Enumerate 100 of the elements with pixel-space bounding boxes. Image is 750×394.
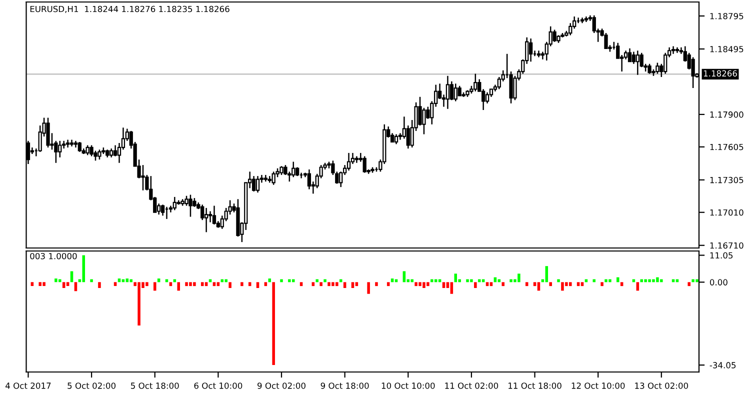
bar — [648, 279, 651, 282]
bar — [660, 279, 663, 282]
bar — [636, 282, 640, 291]
bar — [58, 279, 62, 282]
bar — [580, 282, 584, 286]
candlestick — [307, 168, 312, 190]
bar — [676, 279, 679, 282]
candlestick — [446, 75, 450, 110]
bar — [165, 279, 168, 282]
y-tick-label: -34.05 — [710, 362, 736, 368]
bar — [426, 282, 430, 286]
bar — [212, 282, 216, 286]
bar — [557, 279, 560, 282]
bar — [351, 282, 354, 288]
bar — [336, 282, 338, 286]
bar — [565, 282, 568, 286]
bar — [652, 279, 655, 282]
bar — [561, 282, 564, 291]
bar — [438, 279, 442, 282]
bar — [672, 279, 675, 282]
bar — [502, 282, 504, 286]
bar — [604, 279, 608, 282]
bar — [518, 274, 520, 282]
bar — [498, 279, 501, 282]
bar — [592, 279, 596, 282]
bar — [386, 282, 390, 286]
x-tick-label: 4 Oct 2017 — [6, 382, 51, 389]
bar — [525, 282, 528, 286]
bar — [482, 279, 485, 282]
bar — [692, 279, 694, 282]
bar — [177, 282, 180, 291]
candlestick — [628, 48, 632, 62]
x-tick-label: 5 Oct 02:00 — [68, 382, 116, 389]
candlestick — [528, 38, 533, 62]
bar — [422, 282, 426, 288]
bar — [292, 279, 295, 282]
bar — [418, 282, 422, 286]
bar — [367, 282, 370, 294]
bar — [228, 282, 232, 288]
bar — [224, 279, 228, 282]
y-tick-label: 11.05 — [710, 252, 733, 259]
y-tick-label: 1.18495 — [710, 46, 744, 52]
bar — [288, 279, 291, 282]
x-tick-label: 9 Oct 02:00 — [258, 382, 306, 389]
candlestick — [390, 132, 394, 142]
bar — [656, 277, 659, 282]
bar — [640, 279, 644, 282]
x-tick-label: 12 Oct 10:00 — [572, 382, 625, 389]
bar — [466, 279, 469, 282]
bar — [537, 282, 540, 291]
bar — [454, 274, 458, 282]
bar — [576, 282, 580, 286]
chart-title: 003 1.0000 — [30, 252, 77, 260]
bar — [220, 279, 224, 282]
bar — [688, 282, 690, 286]
bar — [200, 282, 204, 286]
bar — [616, 277, 620, 282]
candlestick — [632, 51, 636, 64]
candlestick — [66, 139, 70, 148]
bar — [114, 282, 117, 286]
bar — [208, 279, 212, 282]
bar — [584, 279, 588, 282]
bar — [30, 282, 34, 286]
candlestick — [117, 142, 122, 164]
bar — [533, 282, 536, 286]
bar — [549, 282, 552, 286]
bar — [248, 282, 252, 286]
candlestick — [141, 164, 145, 191]
x-tick-label: 13 Oct 02:00 — [635, 382, 688, 389]
bar — [193, 282, 196, 286]
bar — [240, 282, 244, 286]
x-tick-label: 10 Oct 10:00 — [382, 382, 435, 389]
bar — [153, 282, 156, 291]
bar — [268, 278, 272, 282]
bar — [169, 282, 172, 286]
bar — [204, 282, 208, 286]
bar — [66, 282, 70, 286]
candlestick — [636, 50, 640, 76]
bar — [410, 279, 414, 282]
bar — [90, 279, 93, 282]
bar — [70, 271, 74, 282]
bar — [42, 282, 46, 286]
candlestick — [671, 46, 676, 55]
chart-title: EURUSD,H1 1.18244 1.18276 1.18235 1.18266 — [30, 6, 230, 13]
bar — [394, 279, 398, 282]
bar — [146, 282, 148, 286]
bar — [620, 282, 624, 286]
bar — [474, 282, 477, 288]
bar — [328, 282, 330, 286]
bar — [316, 279, 318, 282]
bar — [510, 279, 512, 282]
bar — [74, 282, 78, 292]
bar — [185, 282, 188, 286]
bar — [264, 282, 268, 286]
bar — [490, 282, 493, 286]
ref-line-label: 1.18266 — [704, 70, 737, 77]
candlestick — [204, 207, 208, 233]
bar — [324, 279, 326, 282]
bar — [600, 282, 604, 286]
bar — [402, 271, 406, 282]
